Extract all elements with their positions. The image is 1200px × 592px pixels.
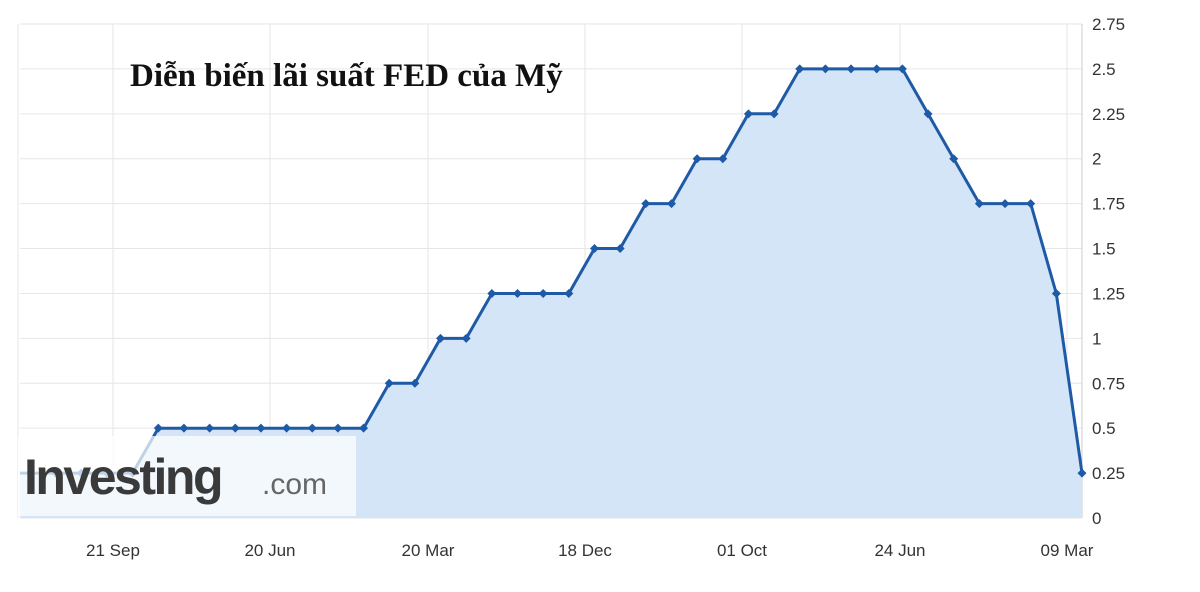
data-point	[538, 288, 548, 298]
data-point	[589, 244, 599, 254]
x-tick-label: 18 Dec	[558, 541, 612, 560]
data-point	[692, 154, 702, 164]
data-point	[666, 199, 676, 209]
x-tick-label: 01 Oct	[717, 541, 767, 560]
data-point	[641, 199, 651, 209]
data-point	[487, 288, 497, 298]
x-axis-ticks: 21 Sep 20 Jun 20 Mar 18 Dec 01 Oct 24 Jun 09 M…	[86, 541, 1094, 560]
data-point	[615, 244, 625, 254]
data-point	[384, 378, 394, 388]
data-point	[359, 423, 369, 433]
data-point	[436, 333, 446, 343]
data-point	[179, 423, 189, 433]
y-tick-label: 0.75	[1092, 374, 1125, 393]
y-tick-label: 0	[1092, 509, 1101, 528]
data-point	[1077, 468, 1087, 478]
logo-brand-text: Investing	[24, 449, 223, 505]
data-point	[153, 423, 163, 433]
data-point	[949, 154, 959, 164]
data-point	[923, 109, 933, 119]
investing-logo: Investing .com	[18, 436, 356, 516]
data-point	[974, 199, 984, 209]
data-point	[743, 109, 753, 119]
data-point	[461, 333, 471, 343]
x-tick-label: 20 Mar	[402, 541, 455, 560]
data-point	[1026, 199, 1036, 209]
data-point	[769, 109, 779, 119]
data-point	[205, 423, 215, 433]
data-point	[410, 378, 420, 388]
x-tick-label: 09 Mar	[1041, 541, 1094, 560]
y-tick-label: 0.25	[1092, 464, 1125, 483]
data-point	[282, 423, 292, 433]
y-tick-label: 0.5	[1092, 419, 1116, 438]
data-point	[872, 64, 882, 74]
y-tick-label: 1.75	[1092, 195, 1125, 214]
y-tick-label: 2.25	[1092, 105, 1125, 124]
data-point	[795, 64, 805, 74]
data-point	[256, 423, 266, 433]
data-point	[564, 288, 574, 298]
y-tick-label: 1.5	[1092, 240, 1116, 259]
area-fill	[20, 68, 1082, 519]
data-point	[230, 423, 240, 433]
y-tick-label: 2.75	[1092, 15, 1125, 34]
data-point	[307, 423, 317, 433]
data-point	[513, 288, 523, 298]
chart-title: Diễn biến lãi suất FED của Mỹ	[130, 58, 563, 94]
logo-suffix-text: .com	[262, 468, 328, 501]
x-tick-label: 21 Sep	[86, 541, 140, 560]
data-point	[333, 423, 343, 433]
y-axis-ticks: 0 0.25 0.5 0.75 1 1.25 1.5 1.75 2 2.25 2.5 2.75	[1092, 15, 1125, 528]
x-tick-label: 20 Jun	[244, 541, 295, 560]
data-point	[718, 154, 728, 164]
y-tick-label: 1	[1092, 329, 1101, 348]
x-tick-label: 24 Jun	[874, 541, 925, 560]
data-point	[846, 64, 856, 74]
data-point	[897, 64, 907, 74]
data-point	[1051, 288, 1061, 298]
data-point	[820, 64, 830, 74]
y-tick-label: 1.25	[1092, 284, 1125, 303]
y-tick-label: 2	[1092, 150, 1101, 169]
y-tick-label: 2.5	[1092, 60, 1116, 79]
data-point	[1000, 199, 1010, 209]
